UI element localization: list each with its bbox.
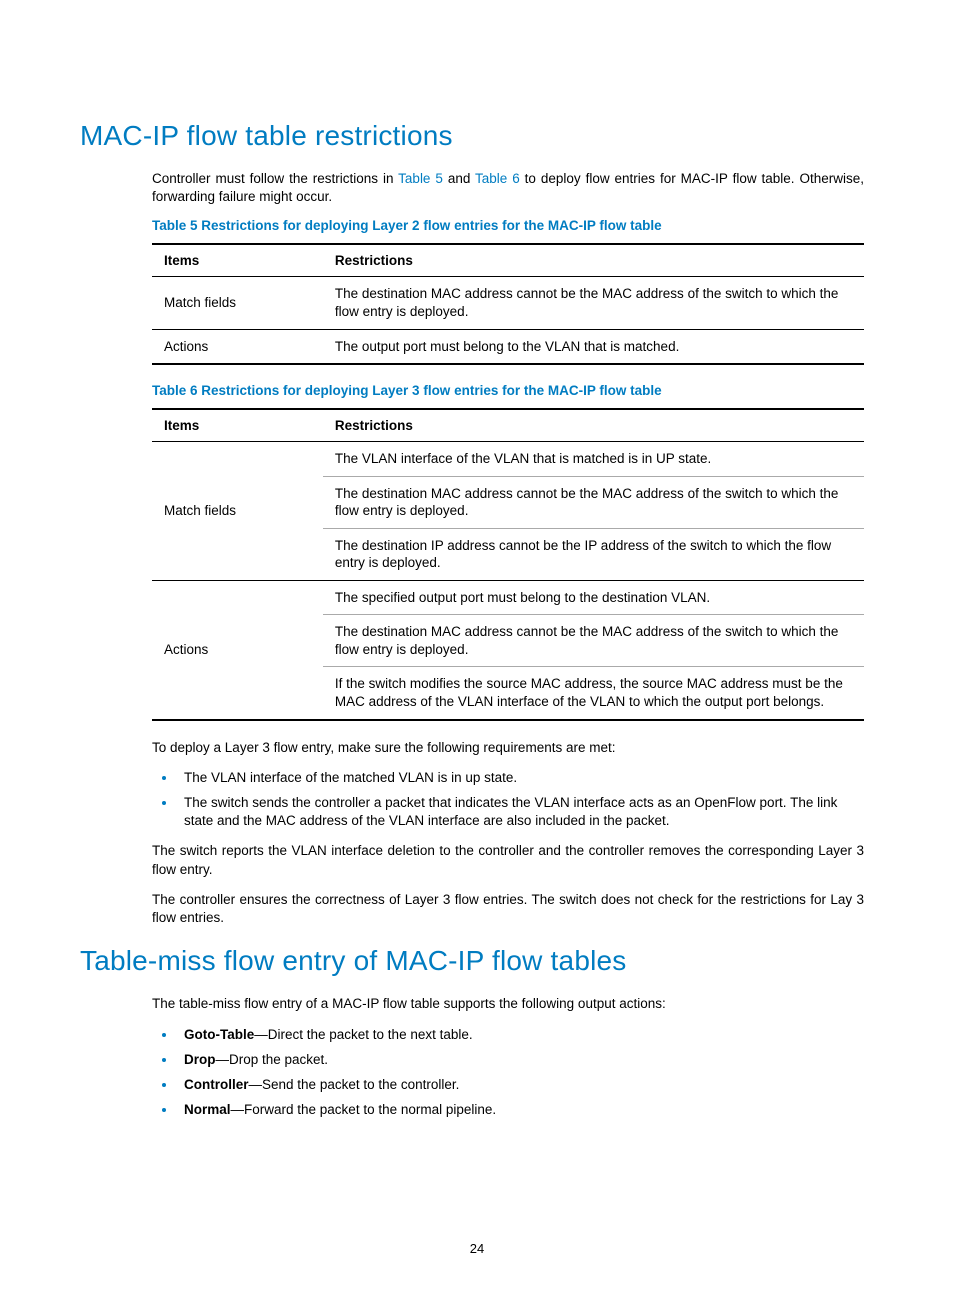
term: Goto-Table (184, 1027, 254, 1042)
intro-text-mid: and (443, 171, 475, 186)
term: Normal (184, 1102, 231, 1117)
cell-restriction: The VLAN interface of the VLAN that is m… (323, 442, 864, 477)
page: MAC-IP flow table restrictions Controlle… (0, 0, 954, 1296)
table5: Items Restrictions Match fields The dest… (152, 243, 864, 365)
desc: —Drop the packet. (216, 1052, 329, 1067)
list-item: Goto-Table—Direct the packet to the next… (152, 1026, 864, 1044)
table-row: Actions The specified output port must b… (152, 580, 864, 615)
cell-restriction: The destination IP address cannot be the… (323, 528, 864, 580)
intro-text-pre: Controller must follow the restrictions … (152, 171, 398, 186)
cell-item: Actions (152, 329, 323, 364)
list-item: The VLAN interface of the matched VLAN i… (152, 769, 864, 787)
link-table6[interactable]: Table 6 (475, 171, 520, 186)
list-item: Drop—Drop the packet. (152, 1051, 864, 1069)
col-restrictions: Restrictions (323, 244, 864, 277)
table-header-row: Items Restrictions (152, 244, 864, 277)
table5-caption: Table 5 Restrictions for deploying Layer… (152, 218, 864, 233)
table-header-row: Items Restrictions (152, 409, 864, 442)
cell-item: Actions (152, 580, 323, 719)
link-table5[interactable]: Table 5 (398, 171, 443, 186)
requirements-list: The VLAN interface of the matched VLAN i… (152, 769, 864, 831)
cell-restriction: The destination MAC address cannot be th… (323, 277, 864, 329)
col-items: Items (152, 244, 323, 277)
term: Drop (184, 1052, 216, 1067)
col-items: Items (152, 409, 323, 442)
page-number: 24 (0, 1241, 954, 1256)
list-item: Normal—Forward the packet to the normal … (152, 1101, 864, 1119)
cell-restriction: The destination MAC address cannot be th… (323, 615, 864, 667)
after-table-intro: To deploy a Layer 3 flow entry, make sur… (152, 739, 864, 757)
intro-paragraph: Controller must follow the restrictions … (152, 170, 864, 206)
actions-list: Goto-Table—Direct the packet to the next… (152, 1026, 864, 1120)
desc: —Send the packet to the controller. (249, 1077, 460, 1092)
cell-restriction: The specified output port must belong to… (323, 580, 864, 615)
cell-restriction: The output port must belong to the VLAN … (323, 329, 864, 364)
table-row: Match fields The VLAN interface of the V… (152, 442, 864, 477)
term: Controller (184, 1077, 249, 1092)
cell-item: Match fields (152, 277, 323, 329)
cell-restriction: The destination MAC address cannot be th… (323, 476, 864, 528)
table-row: Actions The output port must belong to t… (152, 329, 864, 364)
table6-caption: Table 6 Restrictions for deploying Layer… (152, 383, 864, 398)
section2-intro: The table-miss flow entry of a MAC-IP fl… (152, 995, 864, 1013)
paragraph: The controller ensures the correctness o… (152, 891, 864, 927)
list-item: The switch sends the controller a packet… (152, 794, 864, 830)
heading-table-miss: Table-miss flow entry of MAC-IP flow tab… (80, 945, 874, 977)
desc: —Forward the packet to the normal pipeli… (231, 1102, 497, 1117)
cell-restriction: If the switch modifies the source MAC ad… (323, 667, 864, 720)
section2-body: The table-miss flow entry of a MAC-IP fl… (152, 995, 864, 1119)
cell-item: Match fields (152, 442, 323, 581)
paragraph: The switch reports the VLAN interface de… (152, 842, 864, 878)
col-restrictions: Restrictions (323, 409, 864, 442)
list-item: Controller—Send the packet to the contro… (152, 1076, 864, 1094)
heading-mac-ip-restrictions: MAC-IP flow table restrictions (80, 120, 874, 152)
desc: —Direct the packet to the next table. (254, 1027, 472, 1042)
section1-body: Controller must follow the restrictions … (152, 170, 864, 927)
table6: Items Restrictions Match fields The VLAN… (152, 408, 864, 720)
table-row: Match fields The destination MAC address… (152, 277, 864, 329)
